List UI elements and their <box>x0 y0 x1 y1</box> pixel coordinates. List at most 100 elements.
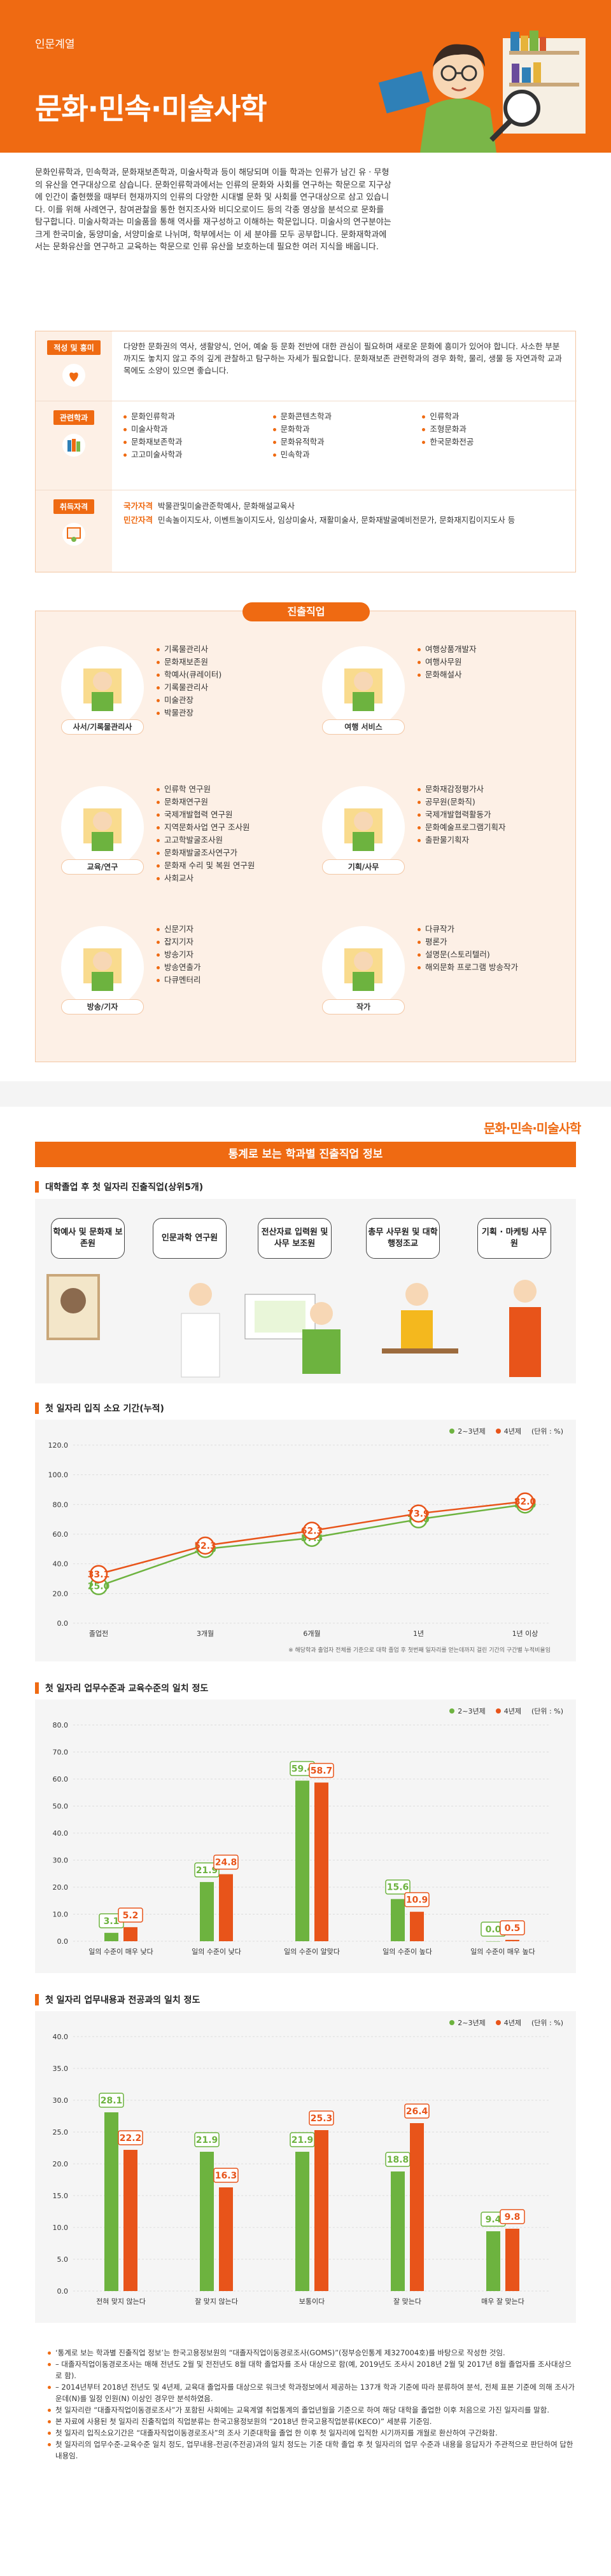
job-item: 문화재 수리 및 복원 연구원 <box>157 859 255 872</box>
job-item: 잡지기자 <box>157 936 201 948</box>
top5-bubble-4: 총무 사무원 및 대학 행정조교 <box>366 1218 440 1259</box>
y-tick-label: 120.0 <box>48 1441 69 1450</box>
aptitude-label: 적성 및 흥미 <box>47 340 101 355</box>
bar <box>104 1932 118 1941</box>
job-item: 사회교사 <box>157 872 255 885</box>
info-box: 적성 및 흥미 다양한 문화권의 역사, 생활양식, 언어, 예술 등 문화 전… <box>35 331 577 572</box>
data-label: 25.3 <box>311 2114 333 2124</box>
data-label: 18.8 <box>387 2155 409 2165</box>
private-cert-key: 민간자격 <box>123 515 153 525</box>
data-label-box <box>213 2168 239 2183</box>
job-item: 기록물관리사 <box>157 681 221 694</box>
header-banner: 인문계열 문화·민속·미술사학 <box>0 0 611 153</box>
hero-illustration <box>378 31 586 153</box>
job-group-label: 기획/사무 <box>322 859 405 875</box>
related-label: 관련학과 <box>53 410 95 425</box>
note-item: ‘통계로 보는 학과별 진출직업 정보’는 한국고용정보원의 “대졸자직업이동경… <box>48 2347 576 2358</box>
data-label: 26.4 <box>406 2107 428 2117</box>
section-brand: 문화·민속·미술사학 <box>484 1121 581 1136</box>
job-list: 문화재감정평가사 공무원(문화직) 국제개발협력활동가 문화예술프로그램기획자 출판물기… <box>418 783 506 847</box>
data-label: 52.3 <box>194 1541 216 1551</box>
data-label-box <box>194 1862 220 1878</box>
chart2-subhead: 첫 일자리 업무수준과 교육수준의 일치 정도 <box>35 1679 576 1697</box>
note-item: 첫 일자리 입직소요기간은 “대졸자직업이동경로조사”의 조사 기준대학을 졸업… <box>48 2427 576 2439</box>
y-tick-label: 20.0 <box>53 2160 69 2168</box>
bar <box>391 1899 405 1941</box>
job-item: 해외문화 프로그램 방송작가 <box>418 961 518 974</box>
data-label-box <box>500 2209 525 2224</box>
data-point <box>302 1521 321 1540</box>
data-point <box>196 1536 214 1555</box>
chart1-svg: 0.0 20.0 40.0 60.0 80.0 100.0 120.0 졸업전 3개월 6개월 1년… <box>48 1441 551 1654</box>
job-illustration-3 <box>61 786 144 869</box>
data-label: 58.7 <box>311 1766 333 1776</box>
job-group-6: 작가 다큐작가 평론가 설명문(스토리텔러) 해외문화 프로그램 방송작가 <box>309 917 564 1044</box>
chart2-legend-s2: 4년제 <box>503 1707 522 1715</box>
page-title: 문화·민속·미술사학 <box>35 92 267 126</box>
data-label: 5.2 <box>123 1911 139 1921</box>
related-col2: 문화콘텐츠학과 문화학과 문화유적학과 민속학과 <box>272 410 416 481</box>
job-item: 지역문화사업 연구 조사원 <box>157 821 255 834</box>
y-tick-label: 0.0 <box>57 1937 69 1946</box>
y-tick-label: 80.0 <box>53 1721 69 1729</box>
x-tick-label: 잘 맞는다 <box>393 2297 421 2306</box>
job-item: 학예사(큐레이터) <box>157 668 221 681</box>
related-col1: 문화인류학과 미술사학과 문화재보존학과 고고미술사학과 <box>123 410 267 481</box>
job-item: 문화재보존원 <box>157 656 221 668</box>
y-tick-label: 50.0 <box>53 1803 69 1811</box>
y-tick-label: 100.0 <box>48 1471 69 1479</box>
job-illustration-5 <box>61 926 144 1009</box>
top5-bubble-2: 인문과학 연구원 <box>153 1218 227 1259</box>
x-tick-label: 1년 <box>413 1630 424 1638</box>
job-group-5: 방송/기자 신문기자 잡지기자 방송기자 방송연출가 다큐멘터리 <box>48 917 303 1044</box>
data-label-box <box>385 1879 411 1895</box>
bar <box>314 2130 328 2291</box>
job-group-4: 기획/사무 문화재감정평가사 공무원(문화직) 국제개발협력활동가 문화예술프로그램기획… <box>309 777 564 904</box>
data-label: 21.9 <box>291 2135 314 2145</box>
chart2-box: 2~3년제 4년제 (단위 : %) 0.0 10.0 20.0 30.0 40.0 50… <box>35 1700 576 1973</box>
data-label-box <box>118 1908 143 1923</box>
job-item: 신문기자 <box>157 923 201 936</box>
data-label-box <box>309 1762 334 1778</box>
job-item: 여행상품개발자 <box>418 643 477 656</box>
x-tick-label: 6개월 <box>303 1630 320 1638</box>
y-tick-label: 5.0 <box>57 2255 69 2264</box>
x-tick-label: 졸업전 <box>89 1630 108 1638</box>
note-item: 첫 일자리란 “대졸자직업이동경로조사”가 포함된 사회에는 교육계열 취업통계… <box>48 2404 576 2416</box>
note-item: 첫 일자리의 업무수준-교육수준 일치 정도, 업무내용-전공(주전공)과의 일… <box>48 2439 576 2462</box>
job-list: 기록물관리사 문화재보존원 학예사(큐레이터) 기록물관리사 미술관장 박물관장 <box>157 643 221 719</box>
job-illustration-4 <box>322 786 405 869</box>
bar <box>123 2150 137 2291</box>
data-label-box <box>99 2093 124 2108</box>
job-group-label: 교육/연구 <box>61 859 144 875</box>
private-cert-value: 민속놀이지도사, 이벤트놀이지도사, 임상미술사, 재활미술사, 문화재발굴예비… <box>158 515 516 525</box>
bar <box>200 2152 214 2291</box>
y-tick-label: 40.0 <box>53 1560 69 1568</box>
x-tick-label: 매우 잘 맞는다 <box>481 2297 524 2306</box>
data-label: 62.3 <box>301 1527 323 1537</box>
data-label: 9.4 <box>486 2215 502 2225</box>
job-item: 설명문(스토리텔러) <box>418 948 518 961</box>
y-tick-label: 0.0 <box>57 2287 69 2296</box>
job-item: 문화해설사 <box>418 668 477 681</box>
job-list: 신문기자 잡지기자 방송기자 방송연출가 다큐멘터리 <box>157 923 201 987</box>
job-item: 공무원(문화직) <box>418 796 506 808</box>
aptitude-text: 다양한 문화권의 역사, 생활양식, 언어, 예술 등 문화 전반에 대한 관심… <box>123 342 562 375</box>
data-point <box>409 1504 428 1523</box>
data-label: 9.8 <box>505 2212 521 2222</box>
job-item: 미술관장 <box>157 694 221 707</box>
job-illustration-6 <box>322 926 405 1009</box>
certificate-icon <box>62 523 85 546</box>
chart-footnote: ※ 해당학과 출업자 전체를 기준으로 대학 졸업 후 첫번째 일자리를 얻는데… <box>288 1646 551 1654</box>
bar <box>104 2112 118 2291</box>
job-item: 인류학 연구원 <box>157 783 255 796</box>
national-cert-key: 국가자격 <box>123 501 153 511</box>
data-label: 59.4 <box>291 1764 314 1775</box>
bar <box>219 1874 233 1941</box>
job-item: 기록물관리사 <box>157 643 221 656</box>
job-group-label: 방송/기자 <box>61 999 144 1014</box>
data-label: 10.9 <box>406 1895 428 1906</box>
y-tick-label: 40.0 <box>53 2033 69 2041</box>
data-label: 15.6 <box>387 1883 409 1893</box>
jobs-box: 진출직업 사서/기록물관리사 기록물관리사 문화재보존원 학예사(큐레이터) 기록물관리… <box>35 602 576 1062</box>
